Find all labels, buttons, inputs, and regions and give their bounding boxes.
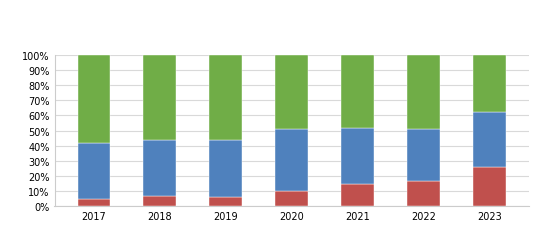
Bar: [407, 130, 440, 181]
Bar: [143, 55, 177, 140]
Bar: [143, 140, 177, 196]
Bar: [209, 55, 242, 140]
Bar: [407, 55, 440, 130]
Bar: [209, 198, 242, 207]
Bar: [143, 196, 177, 207]
Bar: [77, 55, 111, 143]
Bar: [209, 140, 242, 198]
Bar: [473, 55, 506, 113]
Bar: [341, 184, 374, 207]
Bar: [473, 113, 506, 167]
Bar: [341, 128, 374, 184]
Bar: [275, 55, 308, 130]
Bar: [275, 192, 308, 207]
Bar: [77, 143, 111, 199]
Bar: [407, 181, 440, 207]
Bar: [77, 199, 111, 207]
Bar: [473, 167, 506, 207]
Bar: [341, 55, 374, 128]
Bar: [275, 130, 308, 192]
